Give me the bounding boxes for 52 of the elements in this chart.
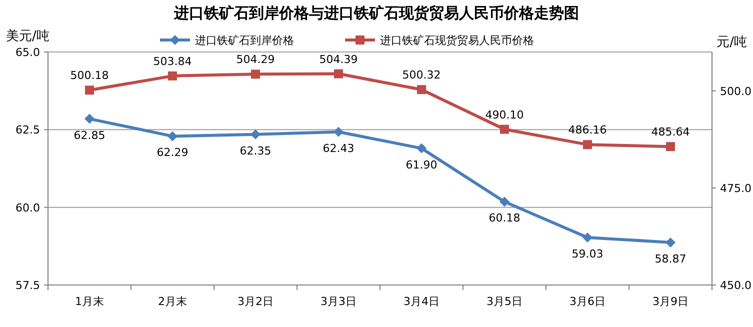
x-tick-label: 3月3日 (320, 295, 356, 308)
data-label: 485.64 (651, 126, 690, 139)
data-label: 58.87 (654, 252, 686, 266)
data-label: 503.84 (153, 54, 192, 68)
point (500, 124, 509, 134)
data-label: 62.85 (74, 128, 106, 142)
x-tick-label: 3月2日 (238, 295, 274, 308)
point (500, 196, 510, 207)
point (251, 70, 260, 79)
data-label: 504.29 (236, 53, 275, 66)
y-tick-label: 60.0 (16, 201, 40, 214)
y-tick-label: 57.5 (16, 279, 40, 292)
x-tick-label: 3月4日 (404, 295, 440, 308)
point (417, 85, 426, 94)
point (582, 232, 592, 242)
x-tick-label: 2月末 (158, 295, 187, 308)
data-label: 504.39 (319, 52, 358, 66)
x-tick-label: 3月6日 (570, 295, 606, 308)
y2-tick-label: 500.0 (720, 84, 752, 98)
point (666, 142, 675, 152)
legend-label: 进口铁矿石现货贸易人民币价格 (380, 34, 534, 47)
x-tick-label: 3月5日 (486, 295, 522, 308)
y-axis-title: 美元/吨 (6, 28, 50, 44)
point (666, 237, 676, 248)
data-label: 490.10 (485, 108, 524, 122)
x-tick-label: 1月末 (75, 295, 104, 308)
data-label: 500.32 (402, 68, 441, 82)
y2-tick-label: 450.0 (720, 279, 752, 292)
point (416, 143, 426, 154)
data-label: 486.16 (568, 124, 607, 137)
y2-tick-label: 475.0 (720, 182, 752, 195)
data-label: 60.18 (488, 212, 520, 225)
point (85, 86, 94, 95)
data-label: 62.35 (240, 144, 272, 158)
data-label: 62.43 (322, 142, 354, 155)
point (334, 126, 344, 137)
data-label: 59.03 (572, 247, 604, 260)
data-label: 500.18 (70, 69, 109, 82)
chart-title: 进口铁矿石到岸价格与进口铁矿石现货贸易人民币价格走势图 (173, 4, 579, 22)
legend-label: 进口铁矿石到岸价格 (195, 34, 294, 47)
y2-axis-title: 元/吨 (716, 35, 747, 50)
point (334, 69, 343, 78)
y-tick-label: 62.5 (16, 124, 40, 137)
y-tick-label: 65.0 (16, 46, 40, 59)
point (84, 114, 94, 124)
data-label: 61.90 (406, 158, 438, 172)
point (583, 140, 592, 150)
point (250, 129, 260, 140)
point (168, 131, 178, 142)
x-tick-label: 3月9日 (652, 295, 688, 308)
data-label: 62.29 (156, 146, 188, 160)
point (168, 71, 177, 80)
